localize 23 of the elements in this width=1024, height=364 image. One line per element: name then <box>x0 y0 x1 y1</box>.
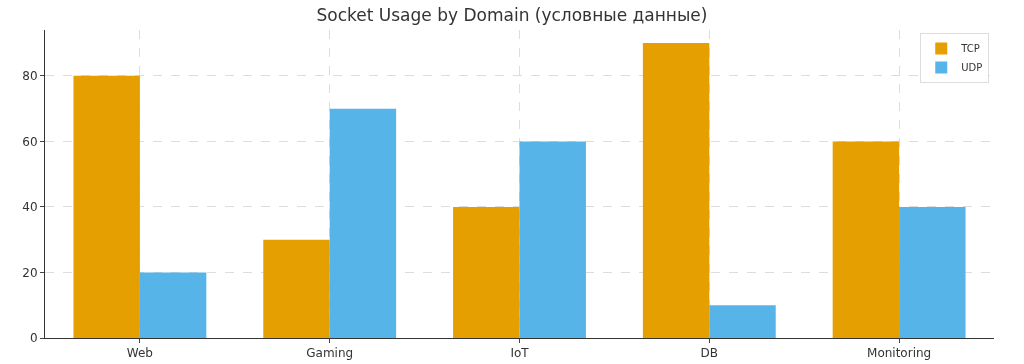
chart-title: Socket Usage by Domain (условные данные) <box>316 5 708 25</box>
bar <box>642 43 710 338</box>
x-tick-label: DB <box>700 346 719 361</box>
bar <box>899 206 966 338</box>
bar <box>832 141 900 338</box>
y-tick-label: 80 <box>22 69 38 84</box>
bar <box>139 272 207 338</box>
legend-label: TCP <box>960 43 980 55</box>
y-tick-label: 0 <box>29 331 38 346</box>
legend-label: UDP <box>961 62 983 74</box>
bar <box>709 305 776 338</box>
x-tick-label: Web <box>126 346 153 361</box>
y-tick-label: 20 <box>22 265 38 280</box>
bar <box>329 108 397 338</box>
bar <box>453 206 520 338</box>
x-tick-label: Gaming <box>306 346 354 361</box>
x-tick-label: IoT <box>510 346 530 361</box>
bar <box>263 239 330 338</box>
y-tick-label: 40 <box>22 200 38 215</box>
x-tick-label: Monitoring <box>867 346 932 361</box>
bar <box>73 75 140 338</box>
bar <box>519 141 586 338</box>
y-tick-label: 60 <box>22 134 38 149</box>
